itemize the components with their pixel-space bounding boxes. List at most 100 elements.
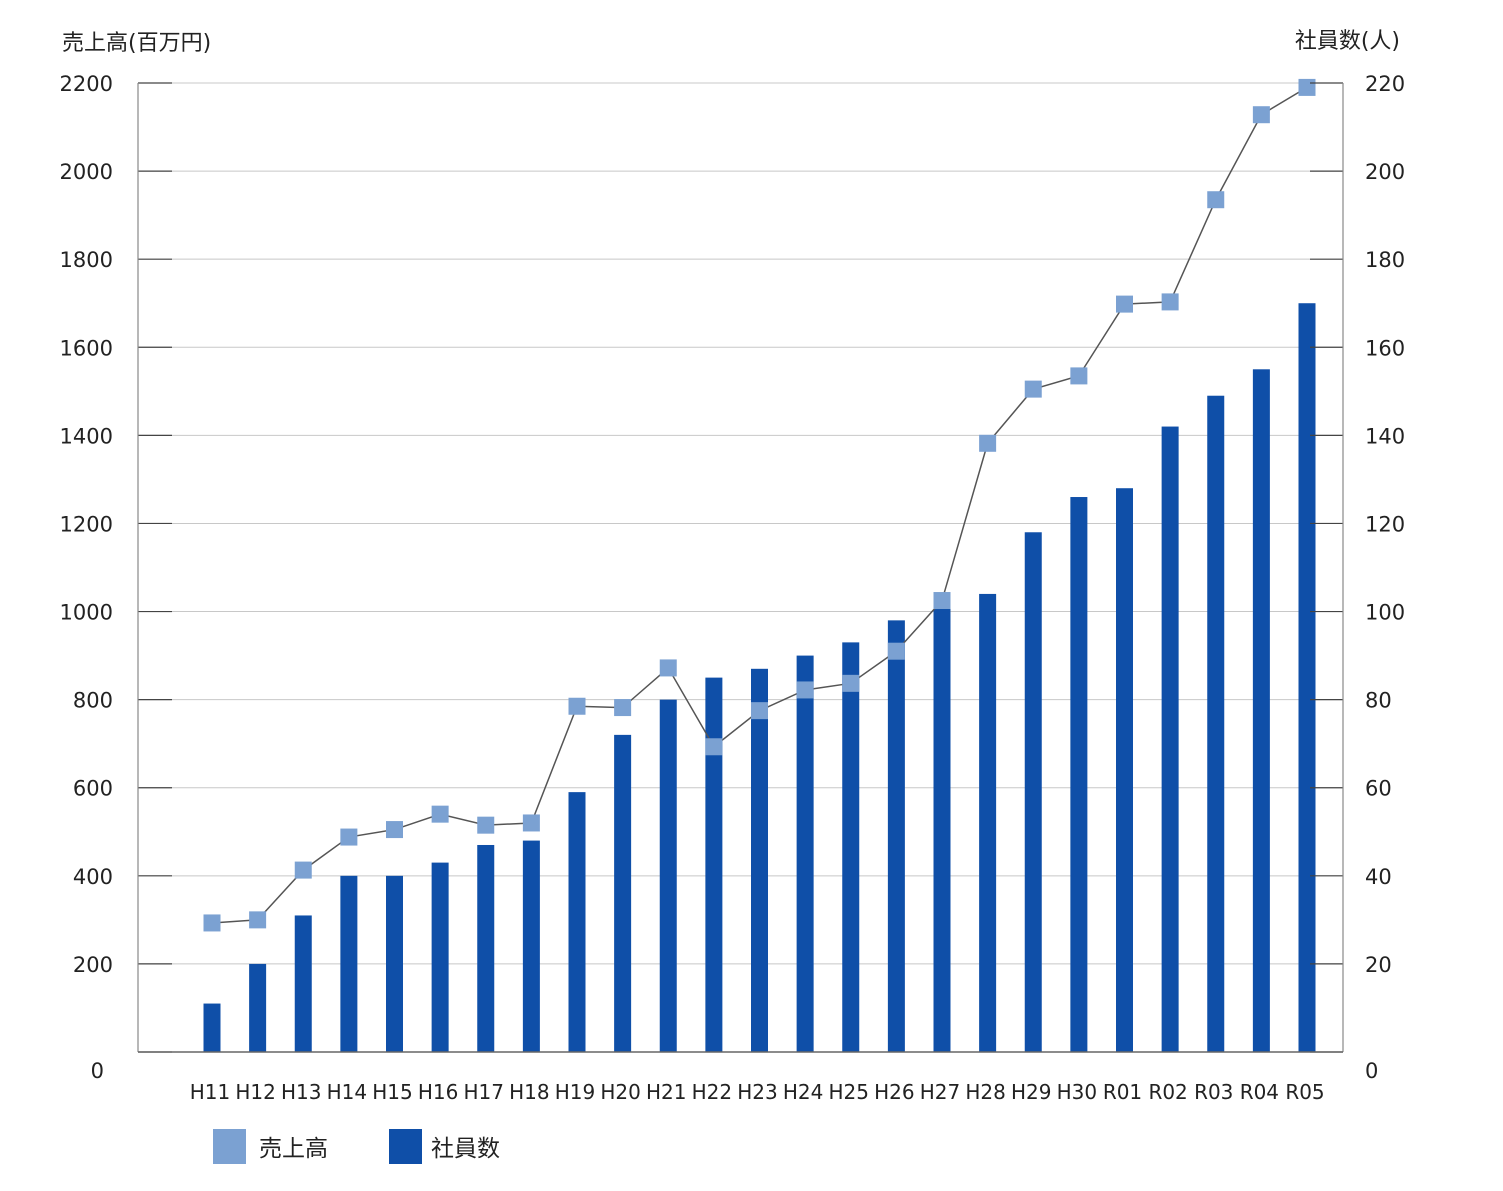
bar-employees	[568, 792, 586, 1052]
x-tick-label: H23	[737, 1080, 778, 1104]
bar-employees	[249, 963, 267, 1052]
x-tick-label: R02	[1148, 1080, 1187, 1104]
x-tick-label: H15	[372, 1080, 413, 1104]
marker-sales	[477, 816, 495, 834]
x-tick-label: H13	[281, 1080, 322, 1104]
marker-sales	[659, 659, 677, 677]
marker-sales	[751, 702, 768, 720]
legend-swatch-sales	[213, 1129, 246, 1164]
marker-sales	[1024, 380, 1042, 398]
x-tick-label: H20	[600, 1080, 641, 1104]
bar-employees	[386, 875, 403, 1052]
marker-sales	[1298, 78, 1316, 96]
right-axis-title: 社員数(人)	[1295, 29, 1400, 54]
bar-employees	[477, 844, 495, 1052]
left-tick-label: 200	[73, 953, 113, 977]
x-tick-label: H22	[692, 1080, 733, 1104]
right-tick-label: 120	[1365, 512, 1405, 536]
marker-sales	[1207, 191, 1225, 209]
right-tick-label: 100	[1365, 601, 1405, 625]
x-tick-label: H18	[509, 1080, 550, 1104]
bar-employees	[522, 840, 540, 1052]
marker-sales	[614, 699, 632, 717]
line-series-sales	[203, 78, 1316, 932]
bar-employees	[842, 642, 860, 1052]
x-tick-label: R05	[1285, 1080, 1324, 1104]
legend-label-sales: 売上高	[259, 1136, 328, 1162]
x-tick-label: R01	[1103, 1080, 1142, 1104]
marker-sales	[842, 674, 860, 692]
bar-employees	[1298, 303, 1316, 1052]
bar-employees	[1024, 532, 1042, 1052]
right-tick-label: 40	[1365, 865, 1392, 889]
x-tick-label: H17	[464, 1080, 505, 1104]
x-tick-label: H11	[190, 1080, 231, 1104]
marker-sales	[1252, 106, 1270, 124]
axes: 0 0 200 20 400 40 600 60 800 80 1000 100 1200 120 1400…	[60, 72, 1406, 1104]
marker-sales	[1070, 367, 1088, 385]
bar-employees	[933, 602, 951, 1052]
left-tick-label: 1800	[60, 248, 113, 272]
right-tick-label: 80	[1365, 689, 1392, 713]
x-tick-label: H28	[965, 1080, 1006, 1104]
bar-employees	[340, 875, 358, 1052]
marker-sales	[1161, 293, 1179, 311]
x-tick-label: H19	[555, 1080, 596, 1104]
right-tick-label: 200	[1365, 160, 1405, 184]
marker-sales	[522, 814, 540, 832]
marker-sales	[705, 738, 723, 756]
left-tick-label: 1200	[60, 512, 113, 536]
marker-sales	[568, 697, 586, 715]
x-tick-label: H26	[874, 1080, 915, 1104]
left-tick-label: 1400	[60, 424, 113, 448]
x-tick-label: H14	[327, 1080, 368, 1104]
left-tick-label: 0	[91, 1059, 104, 1083]
bar-employees	[431, 862, 449, 1052]
bar-employees	[705, 677, 723, 1052]
marker-sales	[1116, 295, 1133, 313]
left-axis-title: 売上高(百万円)	[62, 31, 211, 56]
marker-sales	[203, 914, 221, 932]
marker-sales	[249, 911, 267, 929]
right-tick-label: 220	[1365, 72, 1405, 96]
bar-employees	[887, 620, 905, 1052]
right-tick-label: 60	[1365, 777, 1392, 801]
gridlines	[138, 82, 1343, 965]
right-tick-label: 20	[1365, 953, 1392, 977]
left-tick-label: 2200	[60, 72, 113, 96]
x-tick-label: H24	[783, 1080, 824, 1104]
legend-label-employees: 社員数	[431, 1136, 500, 1162]
left-tick-label: 1600	[60, 336, 113, 360]
marker-sales	[386, 821, 403, 839]
x-tick-label: H12	[235, 1080, 276, 1104]
left-tick-label: 400	[73, 865, 113, 889]
bar-employees	[796, 655, 814, 1052]
marker-sales	[796, 681, 814, 699]
left-tick-label: 1000	[60, 601, 113, 625]
bar-employees	[614, 734, 632, 1052]
marker-sales	[431, 805, 449, 823]
x-tick-label: H30	[1057, 1080, 1098, 1104]
marker-sales	[933, 592, 951, 610]
bar-employees	[1207, 395, 1225, 1052]
x-tick-label: H16	[418, 1080, 459, 1104]
marker-sales	[979, 434, 997, 452]
right-tick-label: 0	[1365, 1059, 1378, 1083]
bar-employees	[751, 668, 768, 1052]
bar-series-employees	[203, 303, 1316, 1053]
x-tick-label: R03	[1194, 1080, 1233, 1104]
bar-employees	[659, 699, 677, 1052]
marker-sales	[340, 828, 358, 846]
x-tick-label: H27	[920, 1080, 961, 1104]
marker-sales	[887, 642, 905, 660]
right-tick-label: 140	[1365, 424, 1405, 448]
bar-employees	[1161, 426, 1179, 1052]
bar-employees	[1116, 488, 1133, 1053]
bar-employees	[294, 915, 312, 1052]
bar-employees	[1070, 497, 1088, 1052]
left-tick-label: 600	[73, 777, 113, 801]
legend-swatch-employees	[389, 1129, 422, 1164]
x-tick-label: H25	[829, 1080, 870, 1104]
x-tick-label: H29	[1011, 1080, 1052, 1104]
